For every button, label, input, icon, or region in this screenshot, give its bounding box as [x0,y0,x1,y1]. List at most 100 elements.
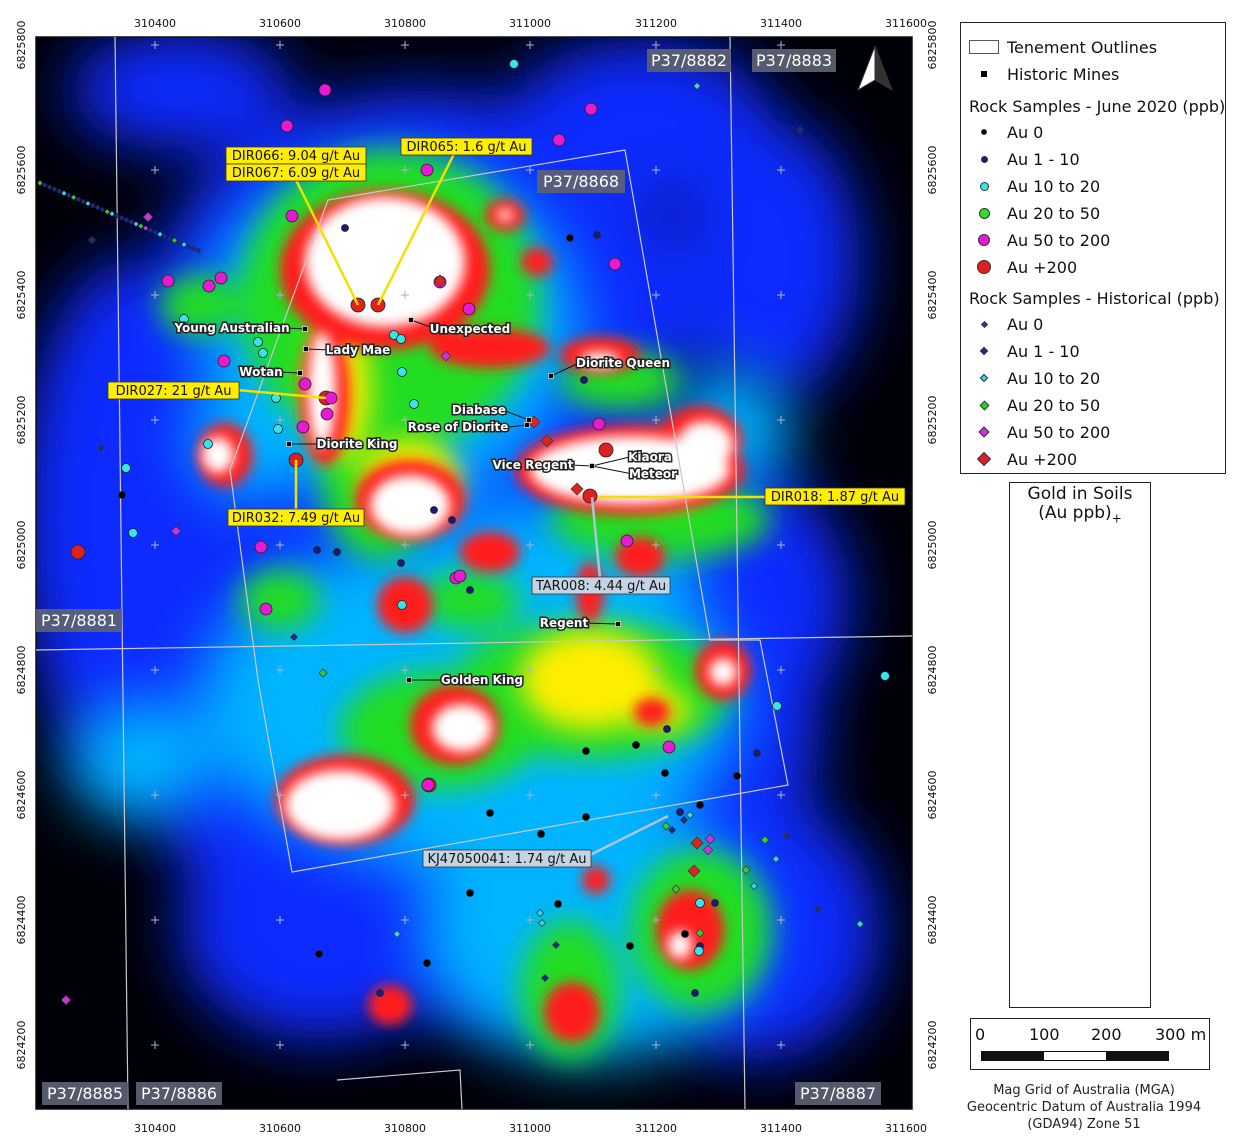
rock-sample-june [695,898,705,908]
rock-sample-june [566,234,574,242]
assay-callout-label: TAR008: 4.44 g/t Au [535,579,666,594]
rock-sample-june [554,900,562,908]
rock-sample-historical [856,920,864,928]
northing-tick-left: 6824400 [15,896,28,945]
rock-sample-june [592,417,606,431]
northing-tick-right: 6825000 [926,521,939,570]
rock-sample-historical [796,126,804,134]
rock-sample-june [70,544,86,560]
rock-sample-june [537,830,545,838]
legend-swatch-hist [976,451,992,467]
traverse-sample [152,229,159,236]
rock-sample-june [696,801,704,809]
rock-sample-june [681,930,689,938]
colorbar-title: Gold in Soils (Au ppb)+ [1027,484,1133,526]
assay-callout-label: DIR067: 6.09 g/t Au [232,166,360,181]
traverse-sample [94,204,101,211]
tenement-label-box [795,1082,881,1105]
easting-tick-bottom: 310600 [259,1122,301,1135]
legend-label-hist: Au 20 to 50 [1007,395,1101,415]
historic-mine-swatch [981,71,987,77]
tenement-labels: P37/8882 P37/8883 P37/8868 P37/8881 P37/8885… [36,49,881,1105]
assay-callout-box [227,508,365,527]
traverse-sample [147,227,154,234]
rock-sample-june [880,671,890,681]
legend-item-june: Au 1 - 10 [961,147,1225,171]
legend-historic-mines: Historic Mines [961,62,1225,86]
rock-sample-historical [760,835,770,845]
tenement-outline-swatch [969,40,999,54]
traverse-sample [171,237,178,244]
rock-sample-june [214,271,228,285]
legend-swatch-june [979,181,989,191]
traverse-sample [166,235,173,242]
legend-item-june: Au 10 to 20 [961,174,1225,198]
legend-item-june: Au 50 to 200 [961,228,1225,252]
legend-label-june: Au +200 [1007,257,1078,277]
traverse-sample [99,206,106,213]
rock-sample-historical [687,864,701,878]
rock-sample-june [486,809,494,817]
rock-sample-june [662,740,676,754]
traverse-sample [128,218,135,225]
northing-tick-right: 6824400 [926,896,939,945]
rock-sample-june [409,399,419,409]
easting-tick-top: 310600 [259,17,301,30]
rock-sample-june [333,548,341,556]
rock-sample-historical [704,833,716,845]
assay-callout-box [531,576,671,595]
legend-item-hist: Au 50 to 200 [961,420,1225,444]
northing-tick-left: 6825800 [15,21,28,70]
traverse-sample [181,241,187,248]
rock-sample-historical [60,994,72,1006]
traverse-sample [51,186,58,193]
mine-label: Diorite King [317,437,398,451]
mine-label: Diabase [452,403,506,417]
legend-label-hist: Au +200 [1007,449,1078,469]
legend-swatch-june [978,207,990,219]
legend-item-hist: Au 0 [961,312,1225,336]
tenement-label-box [537,170,625,193]
legend-swatch-june [981,129,987,135]
rock-sample-historical [686,811,694,819]
rock-sample-june [632,741,640,749]
northing-tick-left: 6824200 [15,1021,28,1070]
traverse-sample [61,190,67,197]
historic-mines: Young Australian Lady Mae Unexpected Wotan D… [172,317,679,689]
easting-tick-top: 311000 [509,17,551,30]
rock-sample-june [273,424,283,434]
rock-sample-historical [783,832,791,840]
assay-callouts: DIR066: 9.04 g/t Au DIR067: 6.09 g/t Au DI… [107,137,906,868]
mine-label: Lady Mae [326,343,391,357]
tenement-label: P37/8882 [651,51,727,70]
northing-labels-left: 6825800 6825600 6825400 6825200 6825000 68248… [15,21,28,1070]
northing-tick-left: 6825200 [15,396,28,445]
rock-sample-june [661,769,669,777]
tenement-label-box [647,49,731,72]
assay-callout-label: KJ47050041: 1.74 g/t Au [427,852,586,867]
northing-tick-left: 6824800 [15,646,28,695]
rock-sample-june [626,942,634,950]
legend-label-june: Au 50 to 200 [1007,230,1111,250]
assay-callout-label: DIR027: 21 g/t Au [116,384,232,399]
easting-labels-bottom: 310400 310600 310800 311000 311200 311400 3116… [134,1122,927,1135]
rock-sample-historical [440,350,452,362]
rock-sample-june [254,540,268,554]
legend-item-june: Au +200 [961,255,1225,279]
historic-mine-marker [286,441,292,447]
assay-callout-label: DIR065: 1.6 g/t Au [406,140,526,155]
rock-sample-historical [541,974,549,982]
legend-swatch-hist [978,426,990,438]
easting-tick-top: 311600 [885,17,927,30]
rock-sample-june [397,367,407,377]
mine-leader [286,327,306,330]
northing-tick-right: 6824200 [926,1021,939,1070]
scale-bar: 0 100 200 300 m [970,1018,1210,1070]
mine-leader [277,371,301,374]
historic-mine-marker [297,370,303,376]
rock-sample-june [253,337,263,347]
rock-sample-june [694,946,704,956]
assay-callout-box [107,381,240,400]
rock-sample-june [584,102,598,116]
